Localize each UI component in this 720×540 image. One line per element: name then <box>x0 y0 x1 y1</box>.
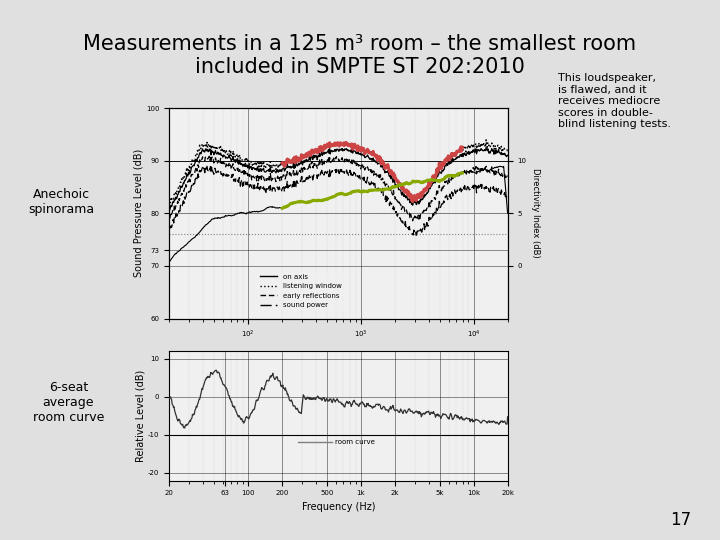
Text: Anechoic
spinorama: Anechoic spinorama <box>28 188 94 217</box>
Text: room curve: room curve <box>335 438 375 445</box>
Legend: on axis, listening window, early reflections, sound power: on axis, listening window, early reflect… <box>257 271 345 311</box>
Y-axis label: Directivity Index (dB): Directivity Index (dB) <box>531 168 540 258</box>
Y-axis label: Sound Pressure Level (dB): Sound Pressure Level (dB) <box>133 149 143 278</box>
Text: This loudspeaker,
is flawed, and it
receives mediocre
scores in double-
blind li: This loudspeaker, is flawed, and it rece… <box>558 73 671 129</box>
Y-axis label: Relative Level (dB): Relative Level (dB) <box>135 370 145 462</box>
Text: 6-seat
average
room curve: 6-seat average room curve <box>32 381 104 424</box>
Text: 17: 17 <box>670 511 691 529</box>
X-axis label: Frequency (Hz): Frequency (Hz) <box>302 502 375 512</box>
Text: Measurements in a 125 m³ room – the smallest room
included in SMPTE ST 202:2010: Measurements in a 125 m³ room – the smal… <box>84 34 636 77</box>
